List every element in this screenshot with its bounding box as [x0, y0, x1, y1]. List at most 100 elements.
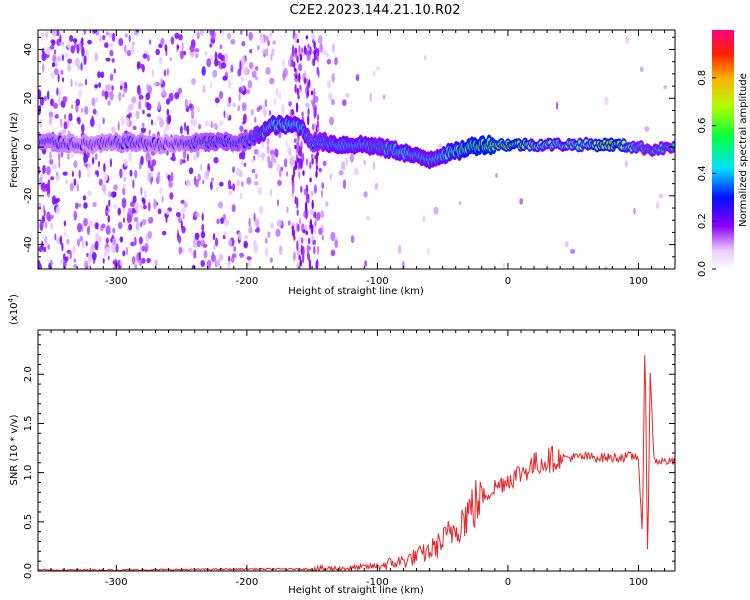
- noise-speckle: [157, 101, 161, 110]
- noise-speckle: [44, 31, 49, 39]
- noise-speckle: [125, 246, 128, 256]
- y-tick-label: 40: [23, 43, 34, 56]
- noise-speckle: [108, 199, 111, 207]
- snr-y-scale-exp: 4: [7, 297, 15, 302]
- noise-speckle: [322, 50, 327, 55]
- noise-speckle: [83, 55, 87, 66]
- noise-speckle: [200, 164, 203, 172]
- noise-speckle: [136, 252, 140, 262]
- noise-speckle: [48, 111, 54, 119]
- noise-speckle: [69, 183, 74, 192]
- noise-speckle: [253, 148, 259, 155]
- noise-speckle: [123, 158, 128, 167]
- noise-speckle: [147, 54, 150, 62]
- noise-speckle: [222, 75, 228, 81]
- noise-speckle: [109, 73, 114, 81]
- noise-speckle: [163, 69, 167, 77]
- noise-speckle: [146, 155, 152, 164]
- noise-speckle: [374, 183, 379, 191]
- noise-speckle: [71, 104, 74, 110]
- noise-speckle: [178, 246, 183, 255]
- noise-speckle: [159, 187, 163, 194]
- noise-speckle: [275, 87, 279, 97]
- noise-speckle: [181, 159, 186, 164]
- noise-speckle: [49, 158, 54, 165]
- noise-speckle: [126, 50, 132, 57]
- noise-speckle: [658, 193, 664, 198]
- noise-speckle: [219, 44, 223, 50]
- noise-speckle: [147, 230, 153, 239]
- noise-speckle: [81, 37, 84, 43]
- noise-speckle: [181, 247, 185, 254]
- noise-speckle: [119, 85, 123, 90]
- noise-speckle: [119, 236, 124, 243]
- noise-speckle: [291, 155, 295, 160]
- noise-speckle: [134, 236, 137, 246]
- noise-speckle: [269, 77, 275, 85]
- noise-speckle: [138, 251, 141, 261]
- noise-speckle: [180, 199, 185, 204]
- noise-speckle: [201, 212, 204, 222]
- noise-speckle: [174, 92, 180, 100]
- noise-speckle: [316, 245, 320, 255]
- noise-speckle: [212, 69, 218, 78]
- noise-speckle: [330, 231, 336, 242]
- noise-speckle: [214, 58, 219, 67]
- noise-speckle: [114, 259, 118, 268]
- noise-speckle: [313, 96, 316, 106]
- noise-speckle: [248, 31, 253, 41]
- noise-speckle: [63, 220, 67, 227]
- noise-speckle: [209, 81, 213, 89]
- noise-speckle: [128, 34, 131, 43]
- noise-speckle: [332, 43, 335, 53]
- noise-speckle: [107, 215, 111, 223]
- x-tick-label: -100: [366, 276, 389, 287]
- noise-speckle: [195, 53, 199, 59]
- noise-speckle: [138, 100, 142, 111]
- noise-speckle: [258, 205, 263, 215]
- noise-speckle: [228, 190, 233, 196]
- noise-speckle: [313, 88, 316, 100]
- noise-speckle: [246, 176, 252, 185]
- noise-speckle: [268, 110, 272, 116]
- noise-speckle: [301, 47, 304, 54]
- noise-speckle: [97, 71, 102, 79]
- noise-speckle: [315, 52, 318, 61]
- noise-speckle: [113, 184, 118, 191]
- noise-speckle: [77, 82, 83, 88]
- noise-speckle: [109, 90, 114, 101]
- noise-speckle: [195, 178, 199, 188]
- noise-speckle: [212, 233, 216, 241]
- noise-speckle: [240, 181, 244, 187]
- noise-speckle: [85, 78, 88, 86]
- noise-speckle: [194, 48, 200, 53]
- noise-speckle: [299, 259, 302, 267]
- noise-speckle: [105, 246, 110, 255]
- noise-speckle: [274, 148, 279, 158]
- noise-speckle: [183, 201, 188, 208]
- noise-speckle: [236, 167, 241, 176]
- noise-speckle: [98, 122, 101, 131]
- noise-speckle: [140, 186, 143, 195]
- noise-speckle: [243, 162, 247, 167]
- noise-speckle: [655, 201, 660, 209]
- noise-speckle: [91, 97, 96, 107]
- noise-speckle: [218, 253, 224, 261]
- noise-speckle: [151, 119, 153, 126]
- noise-speckle: [309, 208, 315, 216]
- noise-speckle: [274, 158, 277, 164]
- noise-speckle: [310, 153, 314, 159]
- noise-speckle: [109, 32, 113, 39]
- colorbar-tick-label: 0.2: [697, 213, 708, 229]
- noise-speckle: [52, 163, 58, 170]
- noise-speckle: [334, 239, 339, 248]
- noise-speckle: [105, 237, 109, 244]
- noise-speckle: [259, 32, 263, 39]
- noise-speckle: [341, 161, 346, 171]
- noise-speckle: [625, 35, 630, 45]
- noise-speckle: [325, 201, 329, 207]
- noise-speckle: [54, 49, 57, 55]
- noise-speckle: [228, 239, 233, 247]
- noise-speckle: [147, 160, 151, 169]
- noise-speckle: [215, 237, 219, 247]
